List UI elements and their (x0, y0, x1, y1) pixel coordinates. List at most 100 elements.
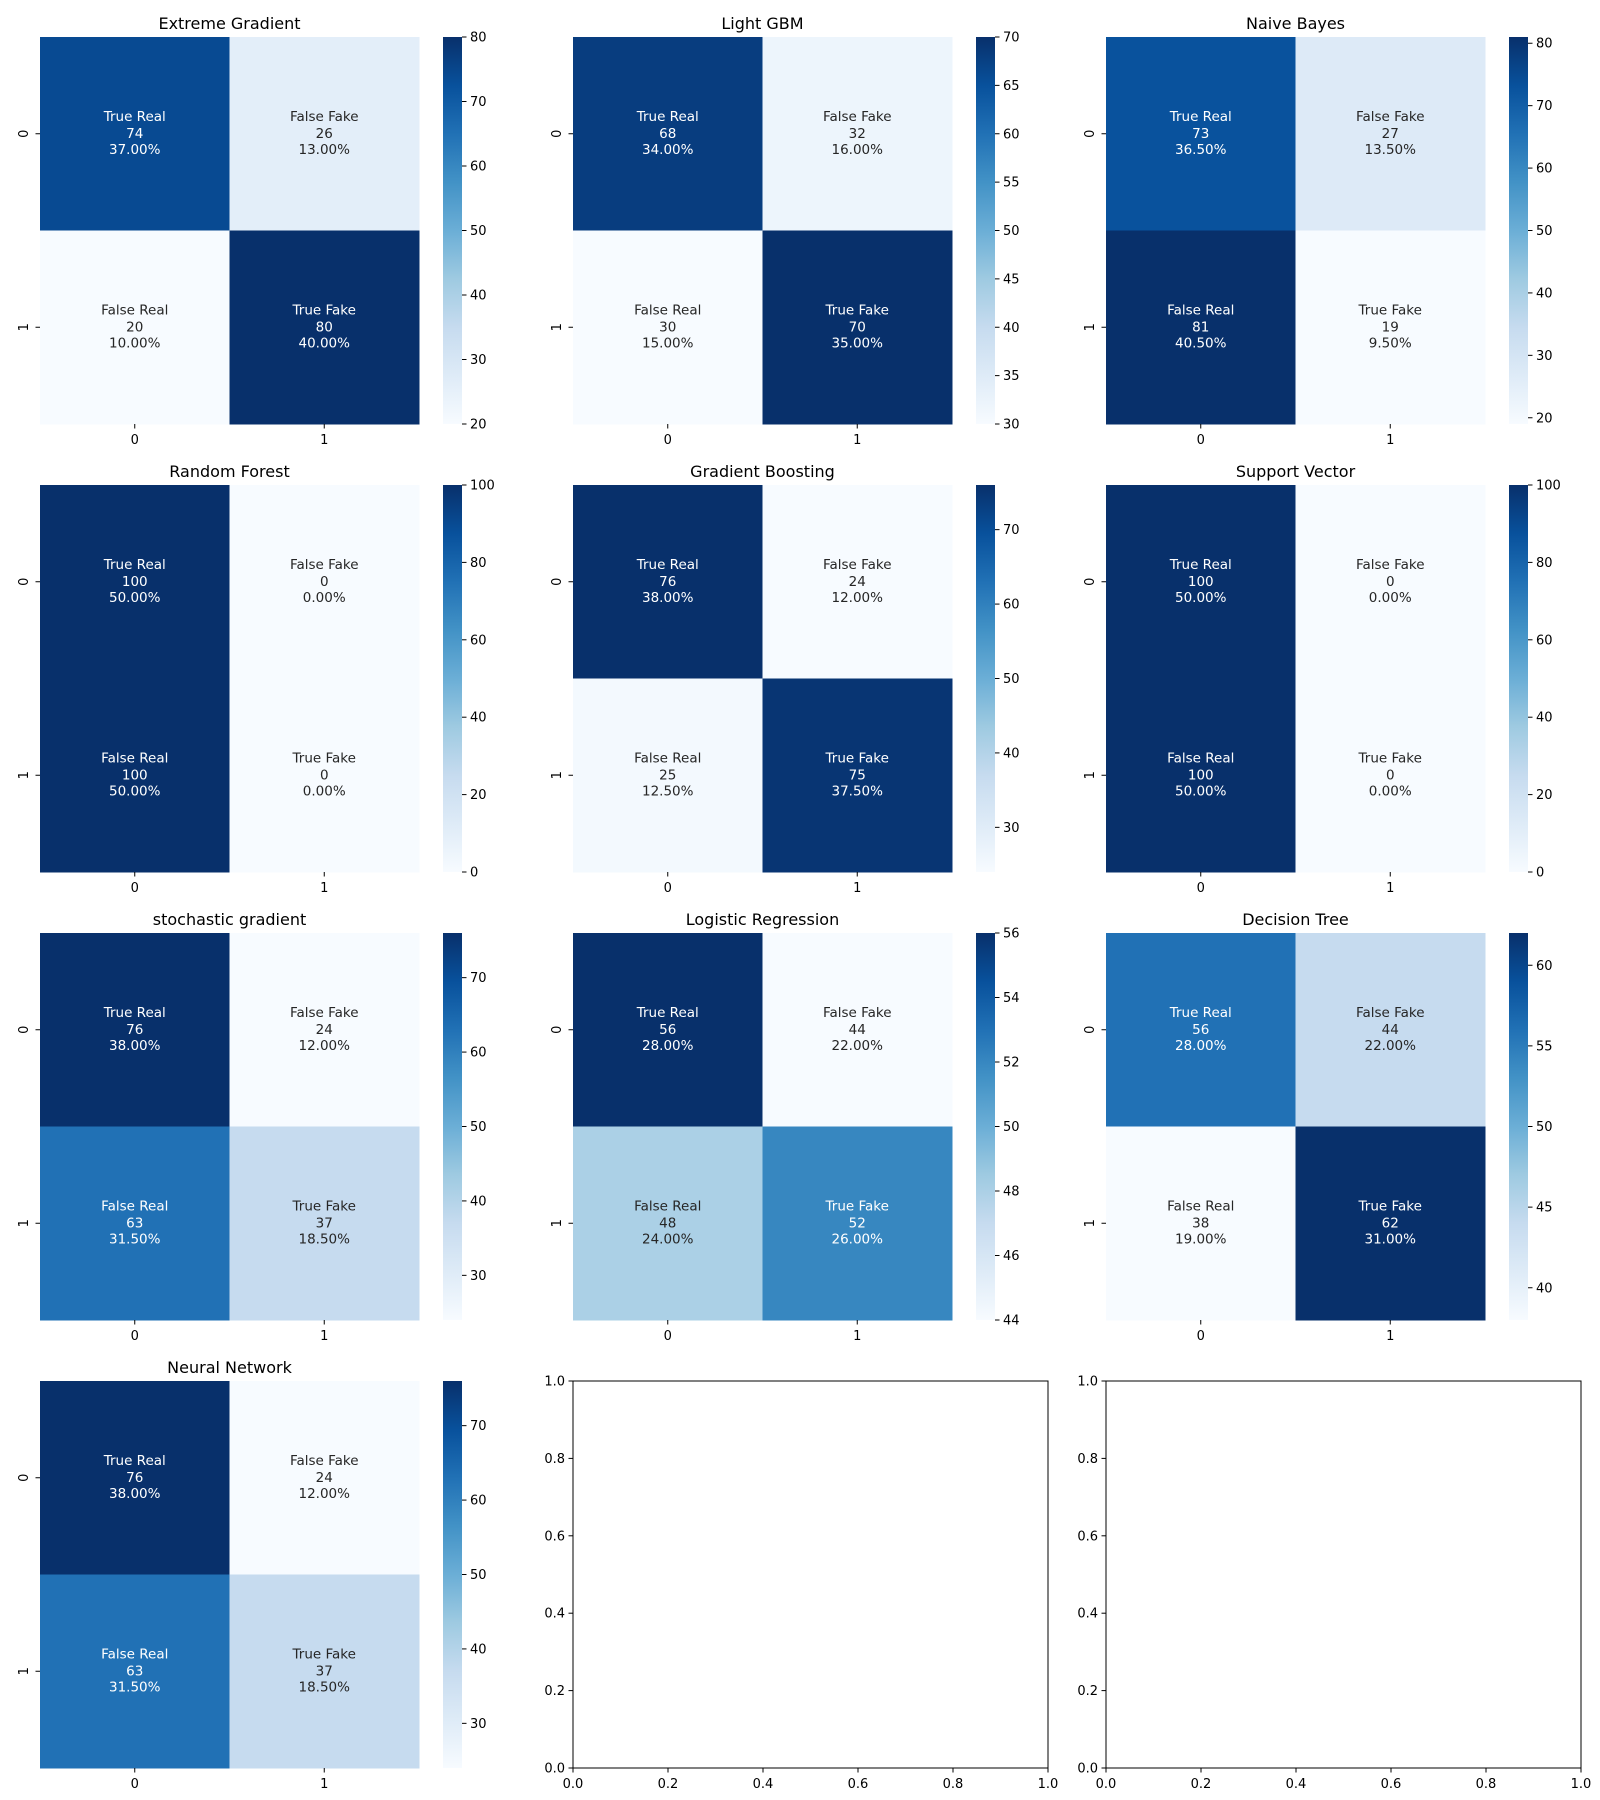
x-tick-label: 1 (1386, 1329, 1394, 1344)
colorbar (1509, 37, 1528, 424)
x-tick-label: 0 (131, 881, 139, 896)
subplot-11: 0.0 0.2 0.4 0.6 0.8 1.0 0.0 0.2 0.4 0.6 0.8 1.0 (544, 1375, 1058, 1793)
cell-count: 0 (1386, 574, 1395, 590)
cell-percent: 18.50% (299, 1679, 351, 1695)
colorbar-tick-label: 70 (470, 1419, 487, 1434)
heatmap-cell (1106, 1126, 1296, 1321)
cell-count: 100 (122, 574, 148, 590)
empty-axes (572, 1380, 1049, 1769)
heatmap-cell (762, 485, 953, 679)
heatmap-cell (229, 37, 420, 231)
colorbar-tick-label: 30 (470, 1269, 487, 1284)
cell-percent: 31.00% (1365, 1231, 1417, 1247)
heatmap-cell (1295, 678, 1486, 873)
heatmap-cell (40, 1126, 230, 1321)
cell-label: True Real (103, 109, 166, 125)
colorbar-tick-label: 30 (470, 353, 487, 368)
y-tick-label: 0 (550, 1026, 565, 1034)
colorbar-tick-label: 100 (470, 479, 495, 494)
x-tick-label: 0.4 (1286, 1777, 1307, 1792)
cell-count: 70 (849, 319, 866, 335)
cell-percent: 26.00% (832, 1231, 884, 1247)
cell-percent: 9.50% (1369, 335, 1412, 351)
cell-count: 74 (126, 126, 143, 142)
colorbar-tick-label: 40 (470, 1194, 487, 1209)
heatmap-cell (762, 1126, 953, 1321)
colorbar-tick-label: 40 (470, 289, 487, 304)
heatmap-cell (40, 678, 230, 873)
subplot-title: Neural Network (167, 1358, 292, 1377)
cell-percent: 50.00% (1175, 590, 1227, 606)
x-tick-label: 0 (1197, 1329, 1205, 1344)
cell-percent: 0.00% (1369, 590, 1412, 606)
cell-percent: 31.50% (109, 1679, 161, 1695)
colorbar (443, 1381, 462, 1768)
cell-label: True Fake (292, 302, 356, 318)
cell-count: 37 (316, 1215, 333, 1231)
subplot-title: Random Forest (169, 462, 289, 481)
heatmap-cell (229, 678, 420, 873)
cell-label: False Real (1167, 750, 1234, 766)
cell-percent: 12.00% (832, 590, 884, 606)
cell-count: 75 (849, 767, 866, 783)
subplot-title: Support Vector (1236, 462, 1356, 481)
y-tick-label: 0.0 (544, 1762, 565, 1777)
cell-percent: 40.50% (1175, 335, 1227, 351)
subplot-title: Light GBM (721, 14, 803, 33)
colorbar-tick-label: 60 (470, 160, 487, 175)
colorbar-tick-label: 40 (1536, 286, 1553, 301)
cell-label: False Real (101, 1646, 168, 1662)
heatmap-cell (40, 230, 230, 425)
colorbar-tick-label: 48 (1003, 1185, 1020, 1200)
colorbar (443, 933, 462, 1320)
y-tick-label: 0 (17, 130, 32, 138)
cell-label: False Fake (1356, 557, 1425, 573)
y-tick-label: 0 (550, 578, 565, 586)
y-tick-label: 1.0 (1077, 1375, 1098, 1390)
x-tick-label: 0.4 (753, 1777, 774, 1792)
heatmap-cell (573, 933, 763, 1127)
cell-percent: 18.50% (299, 1231, 351, 1247)
cell-label: True Fake (1358, 302, 1422, 318)
colorbar-tick-label: 40 (470, 711, 487, 726)
cell-count: 20 (126, 319, 143, 335)
colorbar-tick-label: 52 (1003, 1056, 1020, 1071)
cell-label: False Fake (823, 109, 892, 125)
cell-label: False Real (634, 302, 701, 318)
subplot-title: Extreme Gradient (158, 14, 300, 33)
x-tick-label: 1 (1386, 433, 1394, 448)
colorbar-tick-label: 20 (470, 418, 487, 433)
cell-count: 44 (1382, 1022, 1399, 1038)
x-tick-label: 1 (853, 881, 861, 896)
heatmap-cell (229, 1126, 420, 1321)
subplot-title: Naive Bayes (1246, 14, 1345, 33)
cell-label: True Fake (1358, 1198, 1422, 1214)
cell-label: True Real (636, 1005, 699, 1021)
y-tick-label: 1 (550, 323, 565, 331)
heatmap-cell (229, 933, 420, 1127)
x-tick-label: 1 (320, 1329, 328, 1344)
cell-percent: 19.00% (1175, 1231, 1227, 1247)
x-tick-label: 1.0 (1038, 1777, 1059, 1792)
colorbar-tick-label: 50 (1003, 224, 1020, 239)
heatmap-cell (762, 933, 953, 1127)
colorbar-tick-label: 46 (1003, 1249, 1020, 1264)
heatmap-cell (1106, 485, 1296, 679)
x-tick-label: 1 (320, 433, 328, 448)
cell-percent: 28.00% (1175, 1038, 1227, 1054)
cell-count: 73 (1192, 126, 1209, 142)
cell-count: 32 (849, 126, 866, 142)
colorbar-tick-label: 80 (1536, 556, 1553, 571)
cell-label: False Real (634, 1198, 701, 1214)
colorbar-tick-label: 100 (1536, 479, 1561, 494)
cell-count: 27 (1382, 126, 1399, 142)
y-tick-label: 1 (1083, 323, 1098, 331)
cell-percent: 22.00% (1365, 1038, 1417, 1054)
cell-label: False Fake (290, 557, 359, 573)
cell-percent: 10.00% (109, 335, 161, 351)
colorbar-tick-label: 45 (1003, 272, 1020, 287)
colorbar-tick-label: 55 (1536, 1039, 1553, 1054)
colorbar (1509, 485, 1528, 872)
cell-percent: 0.00% (1369, 783, 1412, 799)
